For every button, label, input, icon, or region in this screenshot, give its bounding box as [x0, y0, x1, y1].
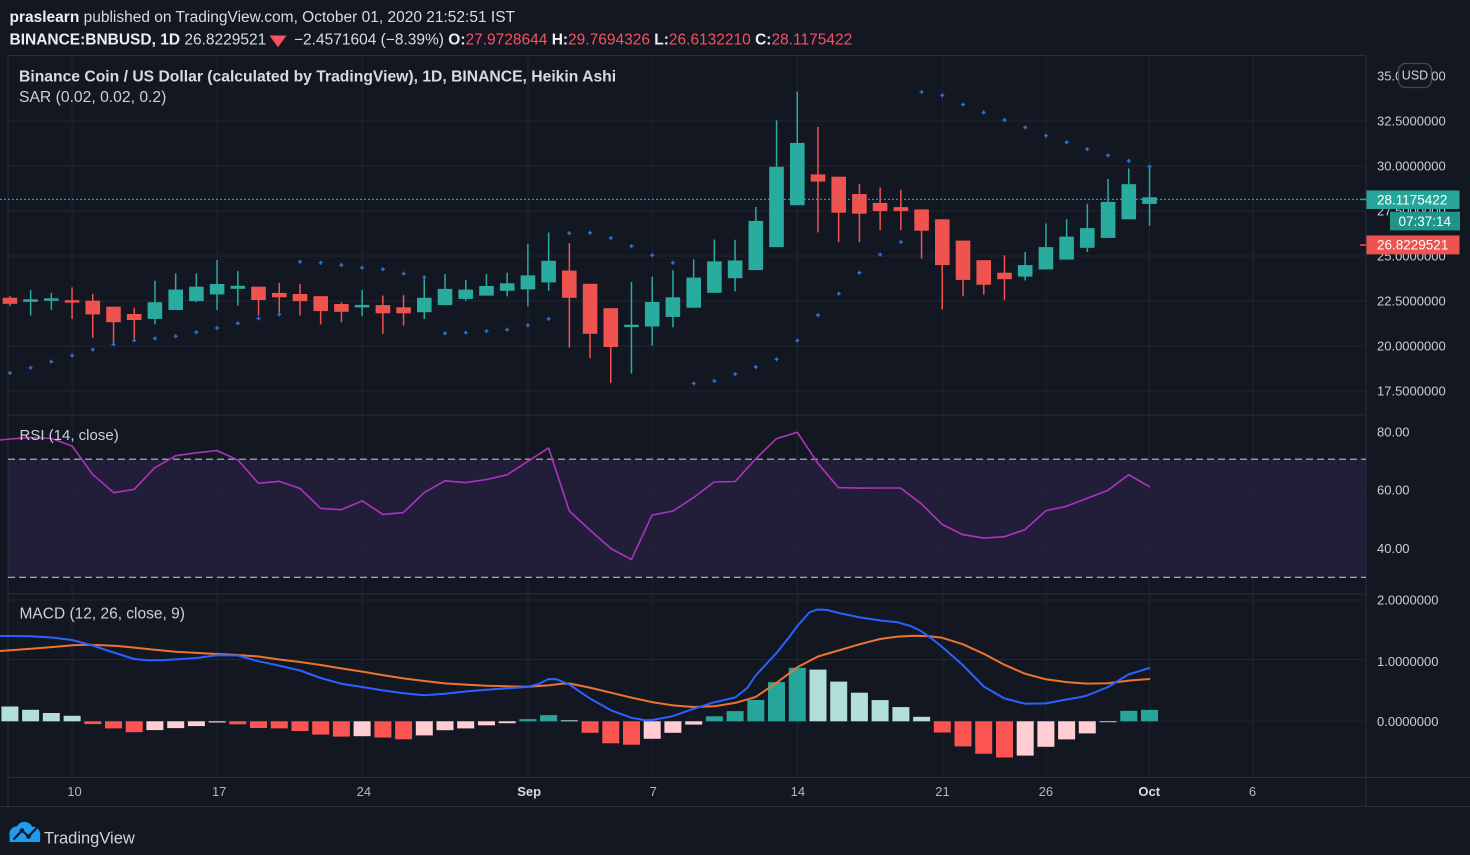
- svg-text:20.0000000: 20.0000000: [1377, 339, 1446, 354]
- svg-text:60.00: 60.00: [1377, 483, 1410, 498]
- svg-text:Sep: Sep: [517, 784, 541, 799]
- svg-text:10: 10: [67, 784, 81, 799]
- svg-text:2.0000000: 2.0000000: [1377, 593, 1438, 608]
- svg-text:7: 7: [650, 784, 657, 799]
- svg-text:1.0000000: 1.0000000: [1377, 654, 1438, 669]
- svg-text:TradingView: TradingView: [44, 830, 135, 848]
- svg-text:0.0000000: 0.0000000: [1377, 714, 1438, 729]
- svg-text:praslearn published on Trading: praslearn published on TradingView.com, …: [10, 9, 516, 26]
- svg-text:28.1175422: 28.1175422: [1377, 193, 1447, 208]
- svg-text:RSI (14, close): RSI (14, close): [20, 427, 119, 444]
- svg-text:−2.4571604 (−8.39%) O:27.97286: −2.4571604 (−8.39%) O:27.9728644 H:29.76…: [294, 31, 852, 48]
- svg-text:BINANCE:BNBUSD, 1D 26.8229521: BINANCE:BNBUSD, 1D 26.8229521: [10, 31, 267, 48]
- svg-text:26.8229521: 26.8229521: [1377, 238, 1448, 253]
- svg-text:22.5000000: 22.5000000: [1377, 294, 1446, 309]
- svg-text:17.5000000: 17.5000000: [1377, 384, 1446, 399]
- svg-text:6: 6: [1249, 784, 1256, 799]
- svg-text:SAR (0.02, 0.02, 0.2): SAR (0.02, 0.02, 0.2): [19, 89, 166, 106]
- svg-text:USD: USD: [1402, 69, 1428, 83]
- svg-text:30.0000000: 30.0000000: [1377, 159, 1446, 174]
- svg-text:14: 14: [791, 784, 805, 799]
- svg-text:Oct: Oct: [1138, 784, 1160, 799]
- svg-text:26: 26: [1039, 784, 1053, 799]
- svg-text:24: 24: [357, 784, 371, 799]
- svg-text:40.00: 40.00: [1377, 541, 1410, 556]
- svg-text:32.5000000: 32.5000000: [1377, 114, 1446, 129]
- svg-text:80.00: 80.00: [1377, 425, 1410, 440]
- svg-text:17: 17: [212, 784, 226, 799]
- svg-text:MACD (12, 26, close, 9): MACD (12, 26, close, 9): [20, 606, 185, 623]
- svg-text:21: 21: [935, 784, 949, 799]
- svg-text:07:37:14: 07:37:14: [1399, 214, 1452, 229]
- svg-text:Binance Coin / US Dollar (calc: Binance Coin / US Dollar (calculated by …: [19, 69, 616, 86]
